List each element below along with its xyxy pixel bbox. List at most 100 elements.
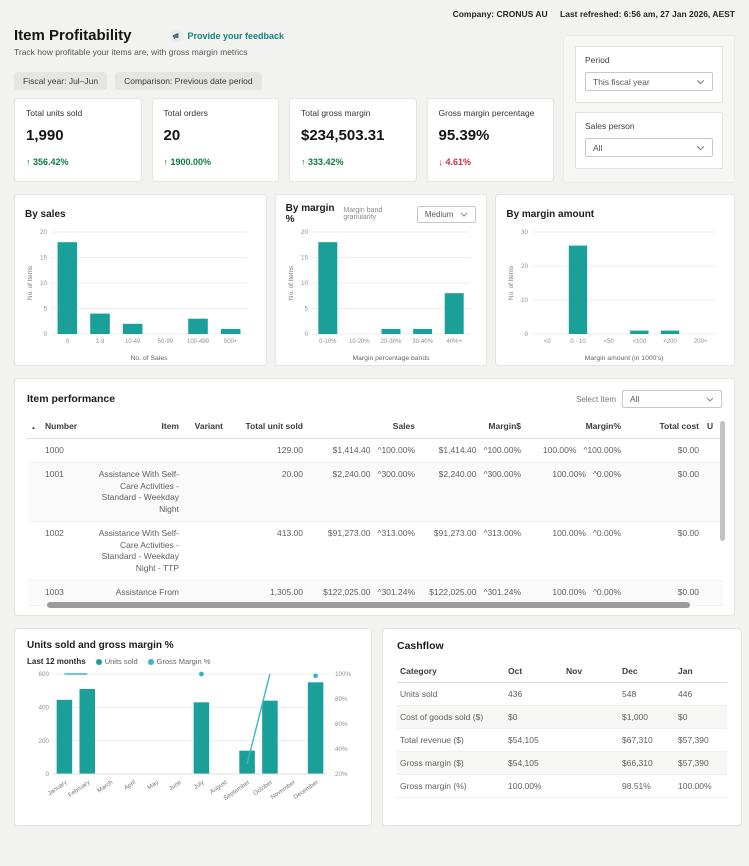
table-row[interactable]: 1000 129.00 $1,414.40 ^100.00% $1,414.40 ^100… (27, 438, 723, 464)
granularity-dropdown[interactable]: Medium (416, 205, 477, 223)
units-cell: 1,305.00 (227, 580, 307, 606)
units-gross-margin-chart[interactable]: 0 200 400 600 20% 40% 60% 80% 100% JanuaryFebruar… (27, 666, 359, 814)
filter-pill-1[interactable]: Comparison: Previous date period (115, 72, 262, 90)
cashflow-cell: Units sold (400, 689, 438, 699)
x-tick-label: January (47, 778, 70, 797)
cashflow-header-row: Category Oct Nov Dec Jan (397, 660, 727, 683)
combo-chart-title: Units sold and gross margin % (27, 640, 174, 651)
x-tick-label: 200+ (694, 339, 708, 345)
x-tick-label: 500+ (224, 339, 238, 345)
margin-cell: $122,025.00 ^301.24% (419, 580, 525, 606)
filter-panel: Period This fiscal year Sales person All (563, 35, 735, 183)
legend-period-label: Last 12 months (27, 657, 86, 666)
by-margin-pct-chart[interactable]: 0 5 10 15 20 No. of Items 0-10% 10-20% 20-30% 30-… (286, 224, 476, 364)
bar[interactable] (122, 323, 143, 334)
bar[interactable] (381, 328, 401, 334)
by-margin-amount-chart[interactable]: 0 10 20 30 No. of Items <0 0 - 10 <50 <100 <200 20… (506, 224, 722, 364)
bar[interactable] (412, 328, 432, 334)
cashflow-column-header: Dec (622, 666, 638, 676)
units-gross-margin-card: Units sold and gross margin % Last 12 mo… (14, 628, 372, 826)
vertical-scrollbar[interactable] (720, 421, 725, 541)
bar[interactable] (79, 689, 96, 774)
x-tick-label: <200 (664, 339, 678, 345)
line-segment[interactable] (246, 673, 271, 765)
bar[interactable] (56, 699, 73, 774)
sales-cell: $122,025.00 ^301.24% (307, 580, 419, 606)
column-header[interactable]: Margin% (525, 414, 625, 439)
bar[interactable] (262, 700, 278, 774)
column-header[interactable]: Sales (307, 414, 419, 439)
x-axis-title: Margin amount (in 1000's) (585, 355, 664, 362)
column-header[interactable]: Item (91, 414, 183, 439)
cell-change: ^100.00% (483, 445, 521, 455)
column-header[interactable]: Variant (183, 414, 227, 439)
by-margin-amount-card: By margin amount 0 10 20 30 No. of Items <0 0 … (495, 194, 735, 366)
cell-change: ^100.00% (583, 445, 621, 455)
chevron-down-icon (696, 145, 705, 150)
table-row[interactable]: 1002 Assistance With Self-Care Activities… (27, 521, 723, 582)
column-header[interactable]: Total unit sold (227, 414, 307, 439)
bar[interactable] (193, 702, 210, 774)
bar[interactable] (317, 242, 337, 334)
filter-pill-0[interactable]: Fiscal year: Jul–Jun (14, 72, 108, 90)
bar[interactable] (661, 330, 680, 334)
bar[interactable] (307, 682, 324, 774)
bar[interactable] (630, 330, 649, 334)
period-dropdown[interactable]: This fiscal year (585, 72, 713, 91)
select-item-dropdown[interactable]: All (622, 390, 722, 408)
x-tick-label: 10-20% (349, 339, 370, 345)
cashflow-column-header: Category (400, 666, 437, 676)
x-tick-label: 1-9 (96, 339, 105, 345)
margin-pct-cell: 100.00% ^0.00% (525, 580, 625, 606)
cashflow-cell: 436 (508, 689, 523, 699)
legend-gross-margin[interactable]: Gross Margin % (147, 657, 210, 666)
point-dot[interactable] (313, 673, 318, 679)
column-header[interactable]: Margin$ (419, 414, 525, 439)
cell (27, 580, 41, 606)
bar[interactable] (569, 245, 588, 334)
sales-person-dropdown[interactable]: All (585, 138, 713, 157)
cashflow-card: Cashflow Category Oct Nov Dec Jan Units sold 4… (382, 628, 742, 826)
cashflow-title: Cashflow (397, 640, 444, 652)
x-tick-label: July (193, 778, 207, 791)
units-cell: 413.00 (227, 521, 307, 582)
y-left-tick-label: 200 (38, 738, 49, 745)
cell-change: ^300.00% (483, 469, 521, 480)
kpi-value: 20 (163, 127, 181, 144)
cell-value: $1,414.40 (438, 445, 477, 455)
x-tick-label: <50 (604, 339, 615, 345)
bar[interactable] (220, 328, 241, 334)
cashflow-cell: Cost of goods sold ($) (400, 712, 484, 722)
sales-person-label: Sales person (585, 121, 635, 131)
x-tick-label: April (123, 779, 137, 792)
cell-value: $122,025.00 (323, 587, 371, 598)
bar[interactable] (57, 242, 78, 334)
page-title: Item Profitability (14, 27, 132, 44)
x-tick-label: 0 (66, 339, 70, 345)
cost-cell: $0.00 (625, 462, 703, 523)
column-header[interactable]: Number (41, 414, 91, 439)
bar[interactable] (188, 318, 208, 334)
horizontal-scrollbar[interactable] (47, 602, 690, 608)
sort-ascending-icon[interactable]: ▲ (31, 425, 36, 431)
point-dot[interactable] (199, 671, 204, 677)
cell-value: $2,240.00 (332, 469, 371, 480)
bar[interactable] (90, 313, 110, 334)
legend-units-sold[interactable]: Units sold (95, 657, 138, 666)
feedback-link[interactable]: Provide your feedback (169, 29, 285, 42)
cashflow-row: Cost of goods sold ($) $0 $1,000 $0 (397, 706, 727, 729)
column-header[interactable]: Total cost (625, 414, 703, 439)
table-row[interactable]: 1003 Assistance From 1,305.00 $122,025.00 ^3… (27, 580, 723, 606)
by-sales-chart[interactable]: 0 5 10 15 20 No. of Items 0 1-9 10-49 50-99 100-49… (25, 224, 253, 364)
kpi-trend: ↑ 1900.00% (163, 157, 212, 167)
feedback-label: Provide your feedback (187, 30, 285, 41)
bar[interactable] (444, 293, 464, 334)
cost-cell: $0.00 (625, 521, 703, 582)
variant-cell (183, 462, 227, 523)
column-header[interactable]: U (703, 414, 723, 439)
table-row[interactable]: 1001 Assistance With Self-Care Activities… (27, 462, 723, 523)
y-tick-label: 20 (40, 229, 48, 236)
variant-cell (183, 521, 227, 582)
sales-person-filter-card: Sales person All (575, 112, 723, 169)
y-left-tick-label: 0 (45, 771, 49, 778)
